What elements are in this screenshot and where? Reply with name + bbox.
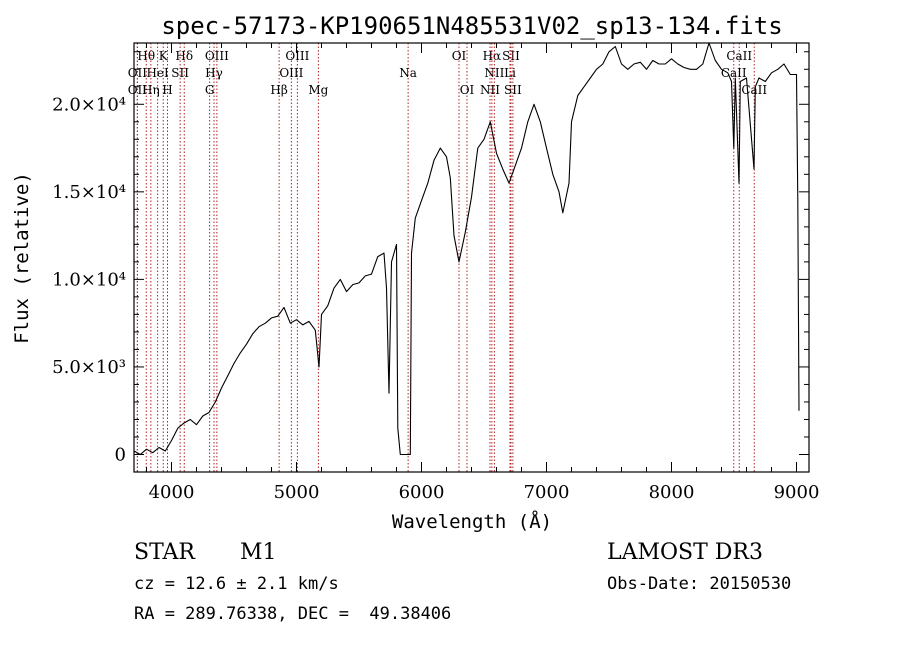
observation-date: Obs-Date: 20150530 <box>607 574 792 594</box>
chart-title: spec-57173-KP190651N485531V02_sp13-134.f… <box>161 12 782 40</box>
coordinates: RA = 289.76338, DEC = 49.38406 <box>134 604 452 624</box>
y-tick-label: 1.5×10⁴ <box>52 182 126 203</box>
line-marker-label: OIII <box>279 66 303 80</box>
line-marker-label: Na <box>399 66 417 80</box>
y-axis-label: Flux (relative) <box>11 172 33 344</box>
x-tick-label: 6000 <box>399 482 445 503</box>
plot-frame <box>133 42 810 473</box>
y-tick-label: 2.0×10⁴ <box>52 94 126 115</box>
spectrum-plot <box>133 42 800 456</box>
line-marker-label: H <box>162 83 172 97</box>
line-marker-label: OII <box>128 83 148 97</box>
y-tick-label: 5.0×10³ <box>52 357 126 378</box>
x-tick-label: 7000 <box>524 482 570 503</box>
object-subclass: M1 <box>240 540 277 565</box>
x-axis-ticks: 4000 5000 6000 7000 8000 9000 <box>146 43 820 503</box>
x-axis-label: Wavelength (Å) <box>392 510 552 533</box>
object-class: STAR <box>134 540 195 565</box>
x-tick-label: 8000 <box>649 482 695 503</box>
survey-name: LAMOST DR3 <box>607 540 763 565</box>
line-marker-label: NII <box>480 83 500 97</box>
line-marker-label: CaII <box>741 83 767 97</box>
line-marker-label: Hα <box>483 49 502 63</box>
line-marker-label: Hγ <box>205 66 223 80</box>
line-marker-label: Mg <box>308 83 328 97</box>
x-tick-label: 5000 <box>274 482 320 503</box>
line-marker-label: CaII <box>721 66 747 80</box>
line-marker-label: Hη <box>142 83 160 97</box>
y-tick-label: 0 <box>115 444 126 465</box>
line-marker-label: SII <box>504 83 522 97</box>
line-marker-label: OI <box>452 49 467 63</box>
y-tick-label: 1.0×10⁴ <box>52 269 126 290</box>
line-marker-label: HeI <box>146 66 169 80</box>
line-marker-label: CaII <box>726 49 752 63</box>
line-marker-label: OIII <box>205 49 229 63</box>
line-marker-label: Hθ <box>137 49 155 63</box>
spectrum-series-line <box>133 42 800 456</box>
line-marker-label: OI <box>460 83 475 97</box>
line-marker-label: SII <box>171 66 189 80</box>
y-axis-ticks: 0 5.0×10³ 1.0×10⁴ 1.5×10⁴ 2.0×10⁴ <box>52 51 809 465</box>
line-marker-label: OIII <box>285 49 309 63</box>
line-marker-label: SII <box>502 49 520 63</box>
line-marker-label: Li <box>504 66 516 80</box>
line-marker-label: K <box>159 49 169 63</box>
line-marker-label: NII <box>484 66 504 80</box>
x-tick-label: 4000 <box>149 482 195 503</box>
x-tick-label: 9000 <box>774 482 820 503</box>
line-marker-label: Hδ <box>175 49 193 63</box>
redshift-velocity: cz = 12.6 ± 2.1 km/s <box>134 574 339 594</box>
line-marker-label: G <box>205 83 215 97</box>
line-marker-label: OII <box>128 66 148 80</box>
line-marker-label: Hβ <box>270 83 287 97</box>
